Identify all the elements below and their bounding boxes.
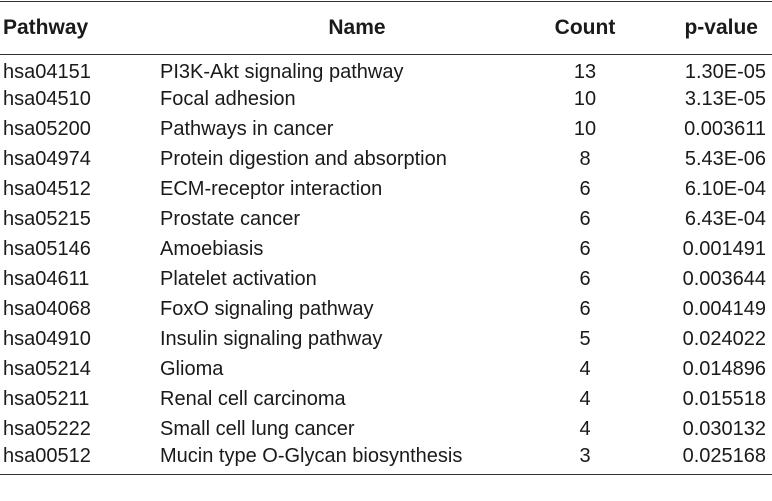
cell-pathway-id: hsa04910 (3, 328, 91, 350)
cell-gene-count: 4 (579, 418, 591, 440)
pathway-enrichment-table: Pathway Name Count p-value hsa04151 PI3K-… (0, 1, 772, 475)
table-body: hsa04151 PI3K-Akt signaling pathway 13 1.30… (0, 55, 772, 475)
cell-pathway-id: hsa05222 (3, 418, 91, 440)
table-row: hsa05222 Small cell lung cancer 4 0.030132 (0, 415, 772, 445)
table-row: hsa04068 FoxO signaling pathway 6 0.004149 (0, 295, 772, 325)
cell-pathway-name: Renal cell carcinoma (160, 388, 346, 410)
cell-p-value: 0.024022 (682, 328, 766, 350)
cell-gene-count: 4 (579, 358, 591, 380)
table-row: hsa05146 Amoebiasis 6 0.001491 (0, 235, 772, 265)
cell-gene-count: 6 (579, 268, 591, 290)
table-row: hsa05214 Glioma 4 0.014896 (0, 355, 772, 385)
cell-gene-count: 10 (573, 88, 597, 110)
cell-p-value: 0.030132 (682, 418, 766, 440)
cell-pathway-name: Insulin signaling pathway (160, 328, 383, 350)
table-row: hsa04910 Insulin signaling pathway 5 0.0240… (0, 325, 772, 355)
cell-pathway-id: hsa05214 (3, 358, 91, 380)
table-row: hsa05215 Prostate cancer 6 6.43E-04 (0, 205, 772, 235)
header-row: Pathway Name Count p-value (0, 1, 772, 55)
header-name: Name (150, 1, 554, 55)
cell-p-value: 6.10E-04 (684, 178, 766, 200)
cell-pathway-name: Focal adhesion (160, 88, 296, 110)
table-row: hsa05211 Renal cell carcinoma 4 0.015518 (0, 385, 772, 415)
cell-gene-count: 6 (579, 298, 591, 320)
header-p-value: p-value (616, 1, 772, 55)
cell-p-value: 0.004149 (682, 298, 766, 320)
cell-p-value: 0.015518 (682, 388, 766, 410)
table-row: hsa00512 Mucin type O-Glycan biosynthesis… (0, 444, 772, 475)
cell-pathway-id: hsa04974 (3, 148, 91, 170)
table-row: hsa05200 Pathways in cancer 10 0.003611 (0, 115, 772, 145)
header-count: Count (554, 1, 616, 55)
cell-gene-count: 6 (579, 178, 591, 200)
table-row: hsa04510 Focal adhesion 10 3.13E-05 (0, 85, 772, 115)
table-row: hsa04611 Platelet activation 6 0.003644 (0, 265, 772, 295)
cell-p-value: 5.43E-06 (684, 148, 766, 170)
cell-pathway-name: Prostate cancer (160, 208, 301, 230)
cell-pathway-name: Platelet activation (160, 268, 317, 290)
cell-pathway-id: hsa00512 (0, 444, 150, 475)
cell-p-value: 0.025168 (616, 444, 772, 475)
table-row: hsa04151 PI3K-Akt signaling pathway 13 1.30… (0, 55, 772, 85)
cell-gene-count: 8 (579, 148, 591, 170)
table-row: hsa04974 Protein digestion and absorption… (0, 145, 772, 175)
cell-pathway-id: hsa04611 (3, 268, 90, 290)
cell-pathway-id: hsa04512 (3, 178, 91, 200)
cell-pathway-id: hsa05215 (3, 208, 91, 230)
cell-p-value: 0.014896 (682, 358, 766, 380)
cell-pathway-name: Pathways in cancer (160, 118, 334, 140)
cell-pathway-name: Small cell lung cancer (160, 418, 355, 440)
table-header: Pathway Name Count p-value (0, 1, 772, 55)
cell-gene-count: 6 (579, 208, 591, 230)
cell-pathway-name: PI3K-Akt signaling pathway (160, 61, 404, 84)
cell-gene-count: 3 (554, 444, 616, 475)
table-row: hsa04512 ECM-receptor interaction 6 6.10E-0… (0, 175, 772, 205)
cell-p-value: 6.43E-04 (684, 208, 766, 230)
cell-p-value: 0.001491 (682, 238, 766, 260)
cell-p-value: 1.30E-05 (684, 61, 766, 84)
cell-pathway-id: hsa05211 (3, 388, 90, 410)
header-pathway: Pathway (0, 1, 150, 55)
cell-pathway-id: hsa04068 (3, 298, 91, 320)
cell-pathway-id: hsa04510 (3, 88, 91, 110)
cell-pathway-id: hsa04151 (3, 61, 91, 84)
cell-pathway-name: Protein digestion and absorption (160, 148, 447, 170)
cell-pathway-name: FoxO signaling pathway (160, 298, 374, 320)
cell-p-value: 0.003644 (682, 268, 766, 290)
cell-gene-count: 6 (579, 238, 591, 260)
cell-pathway-id: hsa05146 (3, 238, 91, 260)
cell-p-value: 3.13E-05 (684, 88, 766, 110)
cell-pathway-id: hsa05200 (3, 118, 91, 140)
cell-pathway-name: Amoebiasis (160, 238, 264, 260)
cell-pathway-name: ECM-receptor interaction (160, 178, 383, 200)
cell-pathway-name: Glioma (160, 358, 224, 380)
cell-gene-count: 4 (579, 388, 591, 410)
cell-gene-count: 5 (579, 328, 591, 350)
cell-gene-count: 13 (573, 61, 597, 84)
cell-gene-count: 10 (573, 118, 597, 140)
cell-p-value: 0.003611 (684, 118, 766, 140)
cell-pathway-name: Mucin type O-Glycan biosynthesis (150, 444, 554, 475)
